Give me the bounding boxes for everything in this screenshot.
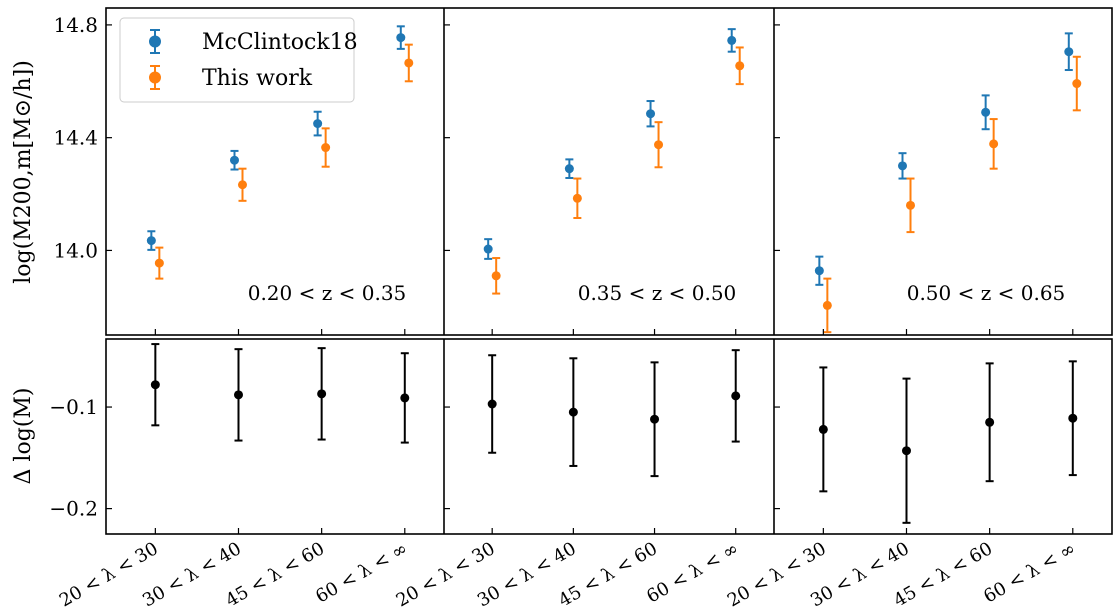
panel-2-this-work-point-2 <box>572 177 582 220</box>
panel-1-mcclintock18-point-2-marker <box>229 155 239 165</box>
panel-2-this-work-point-4 <box>735 46 745 86</box>
panel-2-diff-point-2-marker <box>568 407 578 417</box>
panel-1-this-work-point-4 <box>404 43 414 83</box>
panel-1-this-work-point-3-marker <box>321 143 331 153</box>
panel-3-this-work-point-4 <box>1072 55 1082 112</box>
panel-1-diff-point-2-marker <box>233 390 243 400</box>
legend-marker-this-work <box>149 65 161 90</box>
panel-2-mcclintock18-point-3-marker <box>646 109 656 119</box>
panel-2-diff-point-2 <box>568 357 578 467</box>
panel-2-this-work-point-1 <box>491 257 501 295</box>
panel-3-mcclintock18-point-2 <box>897 152 907 180</box>
panel-3-diff-point-3-marker <box>985 417 995 427</box>
top-ytick-label-3: 14.8 <box>53 13 98 37</box>
panel-1-mcclintock18-point-1 <box>146 230 156 251</box>
panel-3-diff-point-2 <box>901 377 911 524</box>
panel-3-mcclintock18-point-4 <box>1064 32 1074 72</box>
legend-label-this-work: This work <box>202 66 313 91</box>
panel-3-this-work-point-1-marker <box>822 300 832 310</box>
panel-2-mcclintock18-point-1 <box>483 238 493 260</box>
top-row-frame <box>105 7 1113 336</box>
panel-2-this-work-point-3 <box>654 121 664 169</box>
panel-3-this-work-point-3-marker <box>989 139 999 149</box>
panel-2-diff-point-3 <box>650 361 660 478</box>
panel-2-mcclintock18-point-4-marker <box>727 35 737 45</box>
data-marks <box>146 25 1082 524</box>
bottom-row-frame <box>105 338 1113 535</box>
panel-3-mcclintock18-point-2-marker <box>897 161 907 171</box>
panel-1-this-work-point-4-marker <box>404 58 414 68</box>
panel-2-redshift-label: 0.35 < z < 0.50 <box>578 281 737 305</box>
bottom-y-axis-label: Δ log(M) <box>11 388 36 485</box>
top-ytick-label-1: 14.0 <box>53 238 98 262</box>
top-ytick-label-2: 14.4 <box>53 126 98 150</box>
panel-1-diff-point-1 <box>150 343 160 427</box>
panel-2-diff-point-4 <box>731 349 741 443</box>
panel-1-diff-point-1-marker <box>150 380 160 390</box>
panel-3-this-work-point-3 <box>989 118 999 170</box>
panel-3-diff-point-4-marker <box>1068 413 1078 423</box>
panel-1-diff-point-3 <box>317 347 327 441</box>
panel-2-mcclintock18-point-2 <box>564 158 574 179</box>
panel-1-this-work-point-1-marker <box>154 258 164 268</box>
panel-frames <box>105 7 1113 535</box>
panel-2-this-work-point-2-marker <box>572 193 582 203</box>
bottom-ytick-label-1: −0.1 <box>49 395 98 419</box>
legend-marker-mcclintock18 <box>149 29 161 54</box>
panel-1-redshift-label: 0.20 < z < 0.35 <box>248 281 407 305</box>
panel-1-this-work-point-1 <box>154 246 164 280</box>
panel-2-this-work-point-4-marker <box>735 61 745 71</box>
panel-1-diff-point-4 <box>400 352 410 444</box>
panel-2-mcclintock18-point-2-marker <box>564 164 574 174</box>
panel-3-diff-point-1-marker <box>818 424 828 434</box>
panel-2-diff-point-3-marker <box>650 414 660 424</box>
axis-ticks: 14.0 14.4 14.8 −0.1 −0.2 <box>49 13 1074 534</box>
panel-3-diff-point-1 <box>818 366 828 493</box>
panel-2-this-work-point-1-marker <box>491 271 501 281</box>
panel-2-diff-point-1-marker <box>487 399 497 409</box>
panel-3-mcclintock18-point-4-marker <box>1064 47 1074 57</box>
panel-1-mcclintock18-point-4-marker <box>396 33 406 43</box>
panel-1-mcclintock18-point-3-marker <box>313 119 323 129</box>
panel-2-diff-point-4-marker <box>731 391 741 401</box>
panel-1-diff-point-3-marker <box>317 389 327 399</box>
panel-3-diff-point-4 <box>1068 360 1078 477</box>
panel-2-diff-point-1 <box>487 354 497 454</box>
panel-3-diff-point-3 <box>985 362 995 483</box>
legend: McClintock18 This work <box>119 17 358 103</box>
panel-3-diff-point-2-marker <box>901 446 911 456</box>
panel-3-mcclintock18-point-3 <box>981 94 991 131</box>
panel-3-this-work-point-4-marker <box>1072 79 1082 89</box>
panel-1-this-work-point-2 <box>237 167 247 202</box>
panel-1-mcclintock18-point-3 <box>313 110 323 137</box>
panel-2-mcclintock18-point-3 <box>646 100 656 128</box>
legend-label-mcclintock18: McClintock18 <box>202 30 358 55</box>
top-y-axis-label: log(M200,m[M⊙/h]) <box>11 60 36 284</box>
panel-1-mcclintock18-point-2 <box>229 149 239 171</box>
panel-1-diff-point-2 <box>233 348 243 442</box>
panel-3-this-work-point-2-marker <box>905 200 915 210</box>
panel-3-this-work-point-1 <box>822 277 832 334</box>
legend-box <box>119 17 355 103</box>
panel-3-redshift-label: 0.50 < z < 0.65 <box>907 281 1066 305</box>
bottom-ytick-label-2: −0.2 <box>49 497 98 521</box>
panel-3-this-work-point-2 <box>905 177 915 234</box>
panel-2-this-work-point-3-marker <box>654 140 664 150</box>
panel-2-mcclintock18-point-1-marker <box>483 244 493 254</box>
panel-3-mcclintock18-point-3-marker <box>981 107 991 117</box>
panel-1-mcclintock18-point-4 <box>396 25 406 50</box>
panel-2-mcclintock18-point-4 <box>727 28 737 53</box>
panel-1-this-work-point-3 <box>321 127 331 168</box>
panel-1-diff-point-4-marker <box>400 393 410 403</box>
panel-3-mcclintock18-point-1-marker <box>814 266 824 276</box>
panel-3-mcclintock18-point-1 <box>814 255 824 286</box>
panel-1-mcclintock18-point-1-marker <box>146 236 156 246</box>
panel-1-this-work-point-2-marker <box>237 180 247 190</box>
x-tick-label-3-4: 60 < λ < ∞ <box>980 538 1079 607</box>
